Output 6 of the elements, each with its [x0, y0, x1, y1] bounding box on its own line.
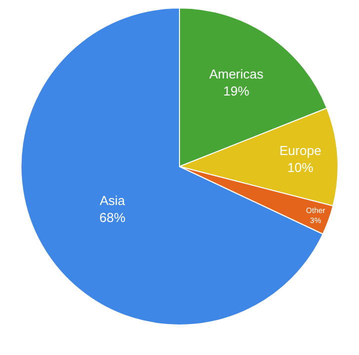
slice-label: Europe	[279, 142, 322, 158]
slice-label: Asia	[100, 193, 126, 208]
data-label: 10%	[287, 160, 314, 175]
data-label: 19%	[223, 84, 250, 99]
slice-label: Americas	[209, 66, 264, 82]
data-label: 68%	[99, 210, 126, 225]
